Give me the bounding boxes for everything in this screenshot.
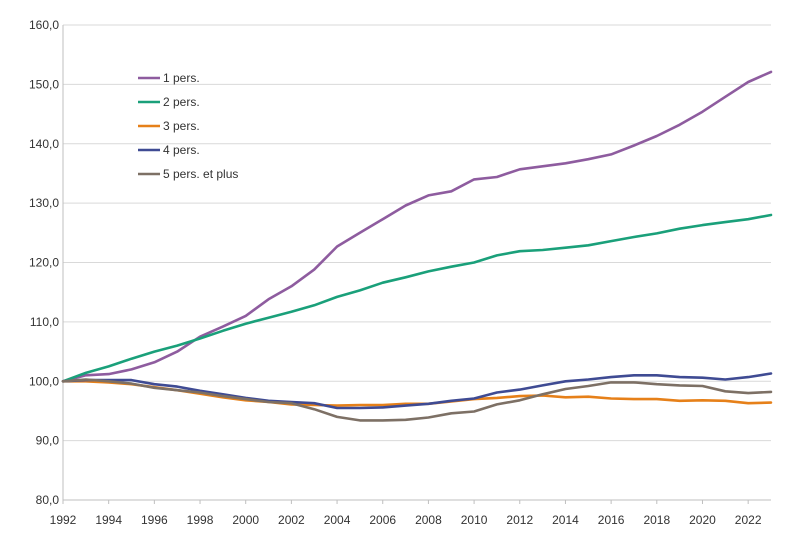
series-line-2 xyxy=(61,213,773,383)
legend-label: 3 pers. xyxy=(163,119,200,133)
x-tick-label: 2022 xyxy=(735,513,762,527)
y-tick-label: 160,0 xyxy=(29,18,59,32)
x-tick-label: 2008 xyxy=(415,513,442,527)
series-lines xyxy=(61,70,773,422)
series-line-1 xyxy=(61,70,773,383)
axes: 80,0 90,0 100,0 110,0 120,0 130,0 140,0 150,0 16… xyxy=(29,18,771,527)
y-tick-label: 150,0 xyxy=(29,77,59,91)
series-line-5 xyxy=(61,378,773,422)
legend-label: 1 pers. xyxy=(163,71,200,85)
series-line-4 xyxy=(61,372,773,410)
x-tick-label: 1992 xyxy=(50,513,77,527)
x-tick-label: 2002 xyxy=(278,513,305,527)
y-tick-label: 90,0 xyxy=(36,434,60,448)
x-tick-label: 1996 xyxy=(141,513,168,527)
legend: 1 pers. 2 pers. 3 pers. 4 pers. 5 pers. et p… xyxy=(138,71,238,181)
x-tick-label: 2020 xyxy=(689,513,716,527)
legend-label: 5 pers. et plus xyxy=(163,167,238,181)
y-tick-label: 130,0 xyxy=(29,196,59,210)
x-tick-label: 2016 xyxy=(598,513,625,527)
y-tick-label: 100,0 xyxy=(29,374,59,388)
gridlines xyxy=(63,24,771,501)
legend-label: 4 pers. xyxy=(163,143,200,157)
x-tick-label: 1998 xyxy=(187,513,214,527)
legend-label: 2 pers. xyxy=(163,95,200,109)
x-tick-label: 1994 xyxy=(95,513,122,527)
x-tick-label: 2014 xyxy=(552,513,579,527)
x-tick-label: 2012 xyxy=(506,513,533,527)
x-tick-label: 2010 xyxy=(461,513,488,527)
x-tick-label: 2018 xyxy=(643,513,670,527)
y-tick-label: 120,0 xyxy=(29,256,59,270)
x-tick-label: 2006 xyxy=(369,513,396,527)
x-tick-label: 2004 xyxy=(324,513,351,527)
y-tick-label: 110,0 xyxy=(30,315,59,329)
y-tick-label: 80,0 xyxy=(36,493,60,507)
y-tick-label: 140,0 xyxy=(29,137,59,151)
x-tick-label: 2000 xyxy=(232,513,259,527)
